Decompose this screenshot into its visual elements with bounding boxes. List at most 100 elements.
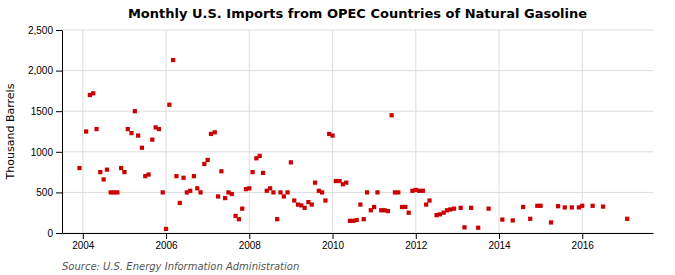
tick-mark <box>249 233 250 239</box>
point <box>390 113 394 117</box>
tick: 2004 <box>72 233 95 251</box>
point <box>129 131 133 135</box>
point <box>171 58 175 62</box>
grid-line-x <box>166 30 167 233</box>
tick: 1000 <box>31 147 62 158</box>
point <box>556 204 560 208</box>
grid-line-x <box>415 30 416 233</box>
point <box>250 170 254 174</box>
point <box>448 207 452 211</box>
point <box>105 168 109 172</box>
point <box>195 186 199 190</box>
point <box>282 194 286 198</box>
point <box>421 189 425 193</box>
point <box>289 160 293 164</box>
tick-mark <box>56 30 62 31</box>
point <box>469 206 473 210</box>
plot-area: 2004200620082010201220142016050010001500… <box>28 25 654 251</box>
point <box>511 218 515 222</box>
point <box>140 146 144 150</box>
grid-line-x <box>582 30 583 233</box>
point <box>237 217 241 221</box>
title: Monthly U.S. Imports from OPEC Countries… <box>128 6 587 21</box>
grid-line-x <box>332 30 333 233</box>
point <box>94 127 98 131</box>
point <box>591 204 595 208</box>
point <box>119 166 123 170</box>
point <box>136 133 140 137</box>
tick: 2008 <box>239 233 262 251</box>
point <box>500 217 504 221</box>
tick-label: 500 <box>36 187 53 198</box>
point <box>424 202 428 206</box>
point <box>126 127 130 131</box>
point <box>164 227 168 231</box>
tick-label: 2014 <box>488 240 511 251</box>
point <box>355 218 359 222</box>
point <box>303 206 307 210</box>
point <box>438 212 442 216</box>
tick-mark <box>582 233 583 239</box>
point <box>84 129 88 133</box>
point <box>101 177 105 181</box>
tick: 2,000 <box>28 65 62 76</box>
grid-line-y <box>62 192 653 193</box>
point <box>146 172 150 176</box>
point <box>167 103 171 107</box>
point <box>188 189 192 193</box>
point <box>462 225 466 229</box>
point <box>396 190 400 194</box>
point <box>403 205 407 209</box>
point <box>278 190 282 194</box>
point <box>240 207 244 211</box>
point <box>625 217 629 221</box>
point <box>427 198 431 202</box>
grid-line-x <box>499 30 500 233</box>
tick-label: 2008 <box>239 240 262 251</box>
point <box>198 190 202 194</box>
x-axis: 2004200620082010201220142016 <box>63 233 654 251</box>
point <box>122 170 126 174</box>
point <box>285 190 289 194</box>
grid <box>62 30 653 233</box>
point <box>268 186 272 190</box>
point <box>375 190 379 194</box>
point <box>407 211 411 215</box>
tick-mark <box>56 152 62 153</box>
tick-mark <box>166 233 167 239</box>
point <box>452 207 456 211</box>
point <box>98 170 102 174</box>
point <box>157 127 161 131</box>
point <box>115 190 119 194</box>
point <box>213 130 217 134</box>
point <box>178 201 182 205</box>
y-axis-label: Thousand Barrels <box>4 83 17 180</box>
axis-line <box>63 233 654 234</box>
tick-mark <box>56 71 62 72</box>
points <box>77 58 629 231</box>
point <box>365 190 369 194</box>
tick-mark <box>83 233 84 239</box>
point <box>521 205 525 209</box>
tick-mark <box>56 192 62 193</box>
tick-label: 2,000 <box>28 65 53 76</box>
point <box>570 205 574 209</box>
tick-label: 2004 <box>72 240 95 251</box>
point <box>386 209 390 213</box>
point <box>174 174 178 178</box>
tick: 2012 <box>405 233 428 251</box>
point <box>476 226 480 230</box>
point <box>206 158 210 162</box>
tick: 500 <box>36 187 62 198</box>
tick-label: 2006 <box>155 240 178 251</box>
point <box>528 217 532 221</box>
point <box>563 205 567 209</box>
point <box>223 196 227 200</box>
point <box>601 204 605 208</box>
tick-label: 1000 <box>31 147 54 158</box>
point <box>334 179 338 183</box>
tick-mark <box>333 233 334 239</box>
y-axis: 0500100015002,0002,500 <box>28 25 63 239</box>
point <box>320 190 324 194</box>
point <box>362 217 366 221</box>
